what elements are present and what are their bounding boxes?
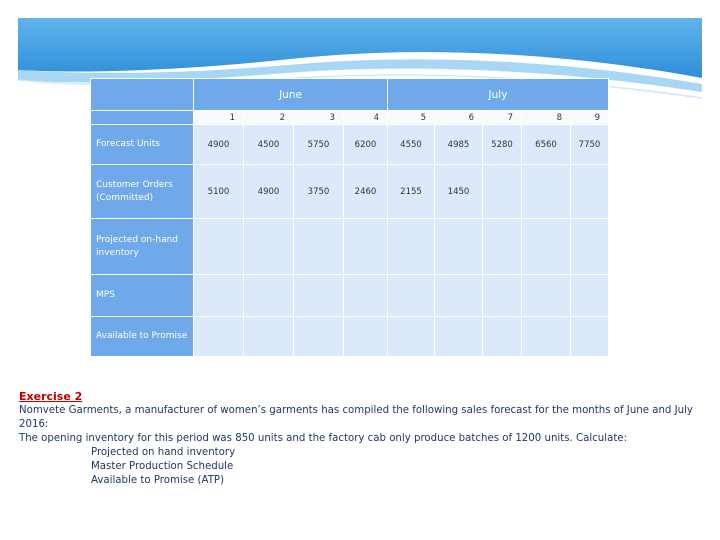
period-row: 1 2 3 4 5 6 7 8 9 (90, 110, 609, 125)
exercise-text: Nomvete Garments, a manufacturer of wome… (19, 404, 719, 488)
value-cell: 5750 (293, 124, 344, 165)
value-cell (193, 218, 244, 275)
value-cell: 4985 (434, 124, 483, 165)
header-corner-cell (90, 78, 194, 111)
value-cell: 6200 (343, 124, 388, 165)
value-cell: 7750 (570, 124, 609, 165)
value-cell (521, 218, 571, 275)
value-cell (570, 218, 609, 275)
value-cell: 4550 (387, 124, 435, 165)
value-cell: 2155 (387, 164, 435, 219)
value-cell (243, 274, 294, 317)
period-cell: 1 (193, 110, 244, 125)
value-cell (343, 218, 388, 275)
period-cell: 5 (387, 110, 435, 125)
exercise-line-2: The opening inventory for this period wa… (19, 433, 628, 444)
exercise-line-1: Nomvete Garments, a manufacturer of wome… (19, 405, 693, 430)
value-cell (343, 274, 388, 317)
value-cell: 4500 (243, 124, 294, 165)
value-cell (343, 316, 388, 357)
table-row: Forecast Units 4900 4500 5750 6200 4550 … (90, 124, 609, 165)
value-cell: 5280 (482, 124, 522, 165)
exercise-item-2: Master Production Schedule (91, 461, 234, 472)
value-cell (434, 274, 483, 317)
period-cell: 8 (521, 110, 571, 125)
period-cell: 6 (434, 110, 483, 125)
value-cell (482, 218, 522, 275)
value-cell (193, 274, 244, 317)
month-header-row: June July (90, 78, 609, 111)
row-label-forecast-units: Forecast Units (90, 124, 194, 165)
value-cell (387, 316, 435, 357)
exercise-item-1: Projected on hand inventory (91, 447, 236, 458)
value-cell: 4900 (193, 124, 244, 165)
period-cell: 4 (343, 110, 388, 125)
value-cell (193, 316, 244, 357)
row-label-customer-orders: Customer Orders (Committed) (90, 164, 194, 219)
period-cell: 2 (243, 110, 294, 125)
value-cell (387, 274, 435, 317)
value-cell: 4900 (243, 164, 294, 219)
value-cell (521, 274, 571, 317)
value-cell (482, 274, 522, 317)
value-cell: 3750 (293, 164, 344, 219)
row-label-available-to-promise: Available to Promise (90, 316, 194, 357)
value-cell (570, 274, 609, 317)
value-cell: 6560 (521, 124, 571, 165)
period-cell: 9 (570, 110, 609, 125)
value-cell (434, 316, 483, 357)
value-cell (570, 316, 609, 357)
exercise-title: Exercise 2 (19, 390, 83, 403)
table-row: MPS (90, 274, 609, 317)
value-cell (243, 316, 294, 357)
table-row: Projected on-hand inventory (90, 218, 609, 275)
value-cell (243, 218, 294, 275)
month-july: July (387, 78, 609, 111)
exercise-item-3: Available to Promise (ATP) (91, 475, 225, 486)
period-label-cell (90, 110, 194, 125)
row-label-projected-inventory: Projected on-hand inventory (90, 218, 194, 275)
value-cell (293, 274, 344, 317)
value-cell (293, 316, 344, 357)
value-cell: 5100 (193, 164, 244, 219)
value-cell (521, 164, 571, 219)
value-cell (570, 164, 609, 219)
value-cell (482, 164, 522, 219)
value-cell (293, 218, 344, 275)
value-cell: 2460 (343, 164, 388, 219)
row-label-mps: MPS (90, 274, 194, 317)
value-cell (434, 218, 483, 275)
value-cell: 1450 (434, 164, 483, 219)
month-june: June (193, 78, 388, 111)
mps-table: June July 1 2 3 4 5 6 7 8 9 Forecast Uni… (90, 78, 609, 357)
value-cell (387, 218, 435, 275)
value-cell (482, 316, 522, 357)
period-cell: 3 (293, 110, 344, 125)
value-cell (521, 316, 571, 357)
period-cell: 7 (482, 110, 522, 125)
table-row: Available to Promise (90, 316, 609, 357)
table-row: Customer Orders (Committed) 5100 4900 37… (90, 164, 609, 219)
